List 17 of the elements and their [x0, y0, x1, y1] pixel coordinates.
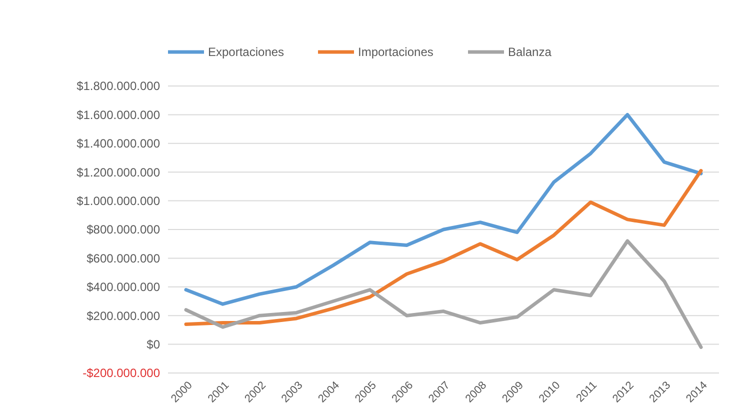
- line-series: [184, 239, 703, 349]
- y-tick-label: $1.400.000.000: [76, 136, 160, 151]
- y-tick-label: $400.000.000: [86, 280, 160, 294]
- y-tick-label: $200.000.000: [86, 308, 160, 323]
- line-series: [184, 112, 703, 306]
- legend-label: Importaciones: [358, 45, 434, 60]
- y-tick-label: $1.000.000.000: [76, 194, 160, 208]
- y-tick-label: $800.000.000: [86, 222, 160, 237]
- y-tick-label: $1.200.000.000: [76, 165, 160, 180]
- y-tick-label: -$200.000.000: [82, 366, 160, 380]
- y-tick-label: $1.800.000.000: [76, 79, 160, 94]
- legend-label: Balanza: [508, 45, 552, 60]
- y-tick-label: $0: [146, 338, 160, 352]
- legend-label: Exportaciones: [208, 45, 284, 60]
- y-tick-label: $1.600.000.000: [76, 108, 160, 122]
- y-tick-label: $600.000.000: [86, 251, 160, 266]
- line-series: [184, 168, 703, 326]
